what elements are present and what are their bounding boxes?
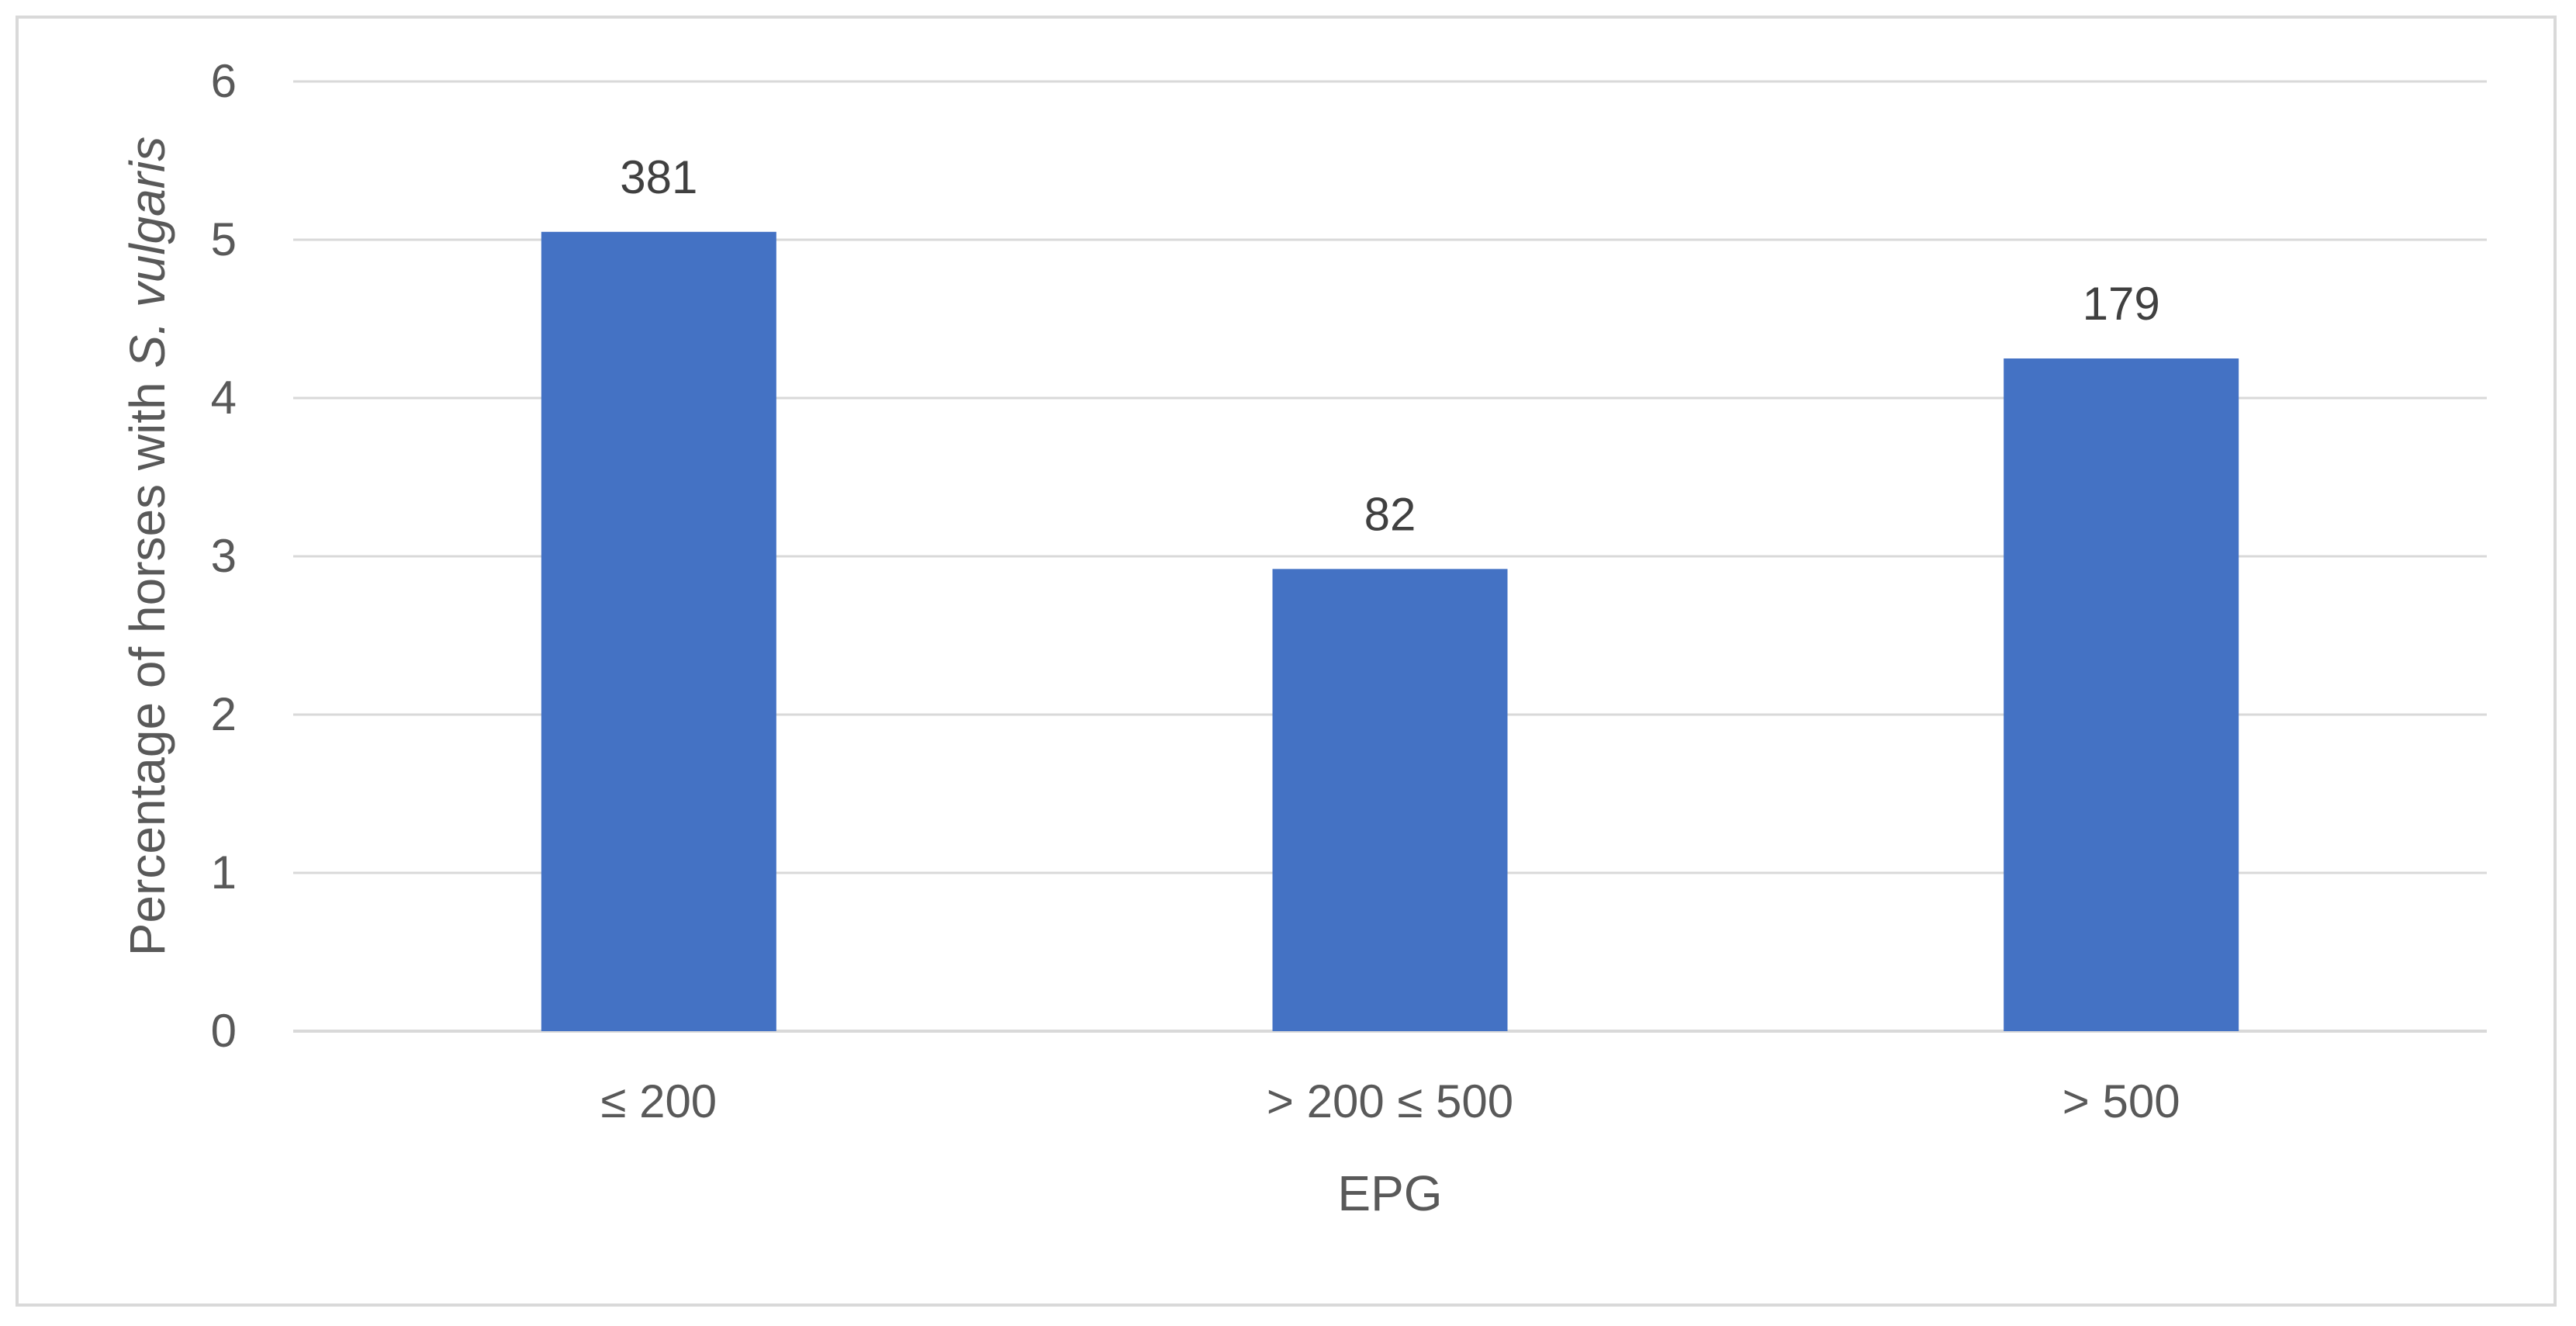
x-tick-label: > 200 ≤ 500 [1267,1075,1513,1127]
y-tick-label: 1 [211,846,237,898]
y-tick-label: 5 [211,213,237,265]
bars [541,231,2239,1031]
y-tick-label: 3 [211,530,237,582]
data-label: 179 [2083,278,2160,330]
y-axis-title-plain: Percentage of horses with [119,369,175,957]
x-axis-title: EPG [1337,1165,1442,1221]
bar [2004,358,2239,1031]
y-tick-label: 4 [211,372,237,424]
data-label: 381 [620,151,697,203]
x-tick-label: ≤ 200 [600,1075,717,1127]
data-label: 82 [1364,488,1416,540]
y-axis-title-italic: S. vulgaris [119,137,175,369]
y-tick-label: 6 [211,55,237,107]
y-tick-label: 0 [211,1005,237,1057]
y-tick-label: 2 [211,688,237,740]
x-axis-ticks: ≤ 200 > 200 ≤ 500 > 500 [600,1075,2180,1127]
y-axis-ticks: 0 1 2 3 4 5 6 [211,55,237,1057]
bar [1272,569,1508,1031]
x-tick-label: > 500 [2063,1075,2180,1127]
data-labels: 381 82 179 [620,151,2159,541]
y-axis-title: Percentage of horses with S. vulgaris [119,137,175,957]
bar [541,231,776,1031]
